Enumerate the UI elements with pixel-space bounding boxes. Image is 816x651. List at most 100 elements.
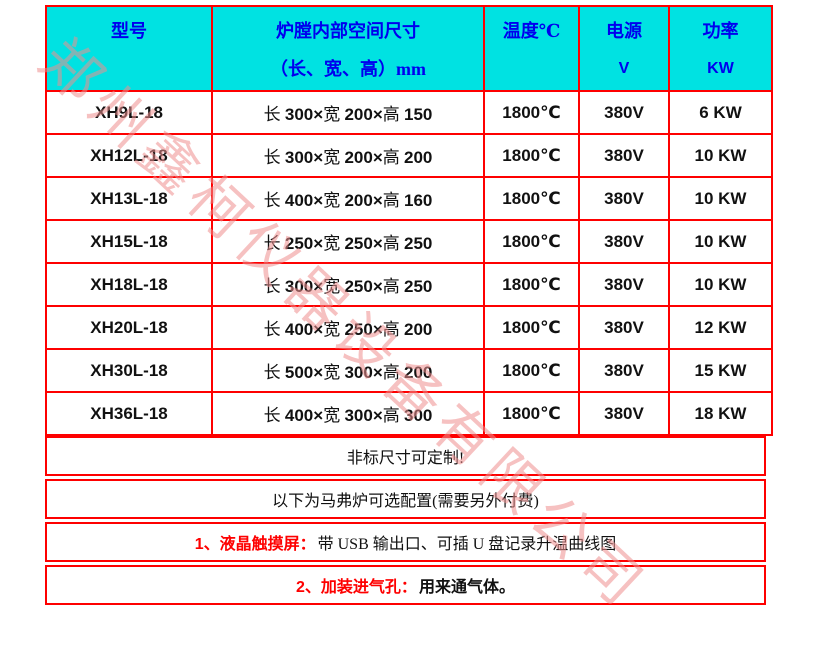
multiply-sign: × — [313, 234, 324, 253]
header-temp-label: 温度℃ — [502, 21, 561, 41]
dim-length-value: 300 — [284, 148, 314, 167]
multiply-sign: × — [372, 277, 383, 296]
note-label: 2、加装进气孔： — [296, 579, 417, 596]
spec-row: XH18L-18 长 300×宽 250×高 250 1800℃ 380V 10 KW — [45, 262, 773, 307]
dim-height-label: 高 — [382, 191, 404, 210]
multiply-sign: × — [372, 363, 383, 382]
multiply-sign: × — [372, 191, 383, 210]
temperature-cell: 1800℃ — [483, 176, 580, 221]
dim-width-label: 宽 — [323, 320, 345, 339]
note-text: 用来通气体。 — [418, 579, 515, 596]
dim-length-label: 长 — [263, 277, 285, 296]
power-cell: 15 KW — [668, 348, 773, 393]
spec-row: XH20L-18 长 400×宽 250×高 200 1800℃ 380V 12 KW — [45, 305, 773, 350]
header-cell-power-supply: 电源 V — [578, 5, 670, 92]
dims-cell: 长 500×宽 300×高 200 — [211, 348, 485, 393]
header-row: 型号 炉膛内部空间尺寸 （长、宽、高）mm 温度℃ 电源 V 功率 KW — [45, 5, 773, 92]
multiply-sign: × — [372, 105, 383, 124]
dim-height-label: 高 — [382, 363, 404, 382]
multiply-sign: × — [313, 105, 324, 124]
note-text: 带 USB 输出口、可插 U 盘记录升温曲线图 — [317, 536, 617, 553]
multiply-sign: × — [313, 363, 324, 382]
voltage-cell: 380V — [578, 219, 670, 264]
note-row: 2、加装进气孔： 用来通气体。 — [45, 565, 766, 605]
dims-cell: 长 300×宽 250×高 250 — [211, 262, 485, 307]
dim-length-value: 400 — [284, 191, 314, 210]
dim-length-value: 300 — [284, 277, 314, 296]
power-cell: 18 KW — [668, 391, 773, 436]
dim-height-value: 200 — [404, 148, 433, 167]
dim-height-value: 150 — [404, 105, 433, 124]
voltage-cell: 380V — [578, 305, 670, 350]
dim-height-value: 250 — [404, 277, 433, 296]
dim-length-value: 250 — [284, 234, 314, 253]
multiply-sign: × — [313, 277, 324, 296]
dim-length-label: 长 — [263, 406, 285, 425]
multiply-sign: × — [313, 148, 324, 167]
dim-width-label: 宽 — [323, 191, 345, 210]
header-power-line2: KW — [707, 60, 734, 77]
multiply-sign: × — [313, 191, 324, 210]
model-cell: XH20L-18 — [45, 305, 213, 350]
dim-width-label: 宽 — [323, 363, 345, 382]
dim-width-value: 300 — [344, 406, 373, 425]
spec-table-header: 型号 炉膛内部空间尺寸 （长、宽、高）mm 温度℃ 电源 V 功率 KW — [45, 5, 773, 92]
power-cell: 10 KW — [668, 176, 773, 221]
note-row: 1、液晶触摸屏：带 USB 输出口、可插 U 盘记录升温曲线图 — [45, 522, 766, 562]
multiply-sign: × — [372, 406, 383, 425]
voltage-cell: 380V — [578, 133, 670, 178]
model-cell: XH30L-18 — [45, 348, 213, 393]
dim-width-label: 宽 — [323, 148, 345, 167]
dim-height-label: 高 — [382, 320, 404, 339]
note-text: 非标尺寸可定制! — [346, 450, 465, 467]
voltage-cell: 380V — [578, 176, 670, 221]
model-cell: XH13L-18 — [45, 176, 213, 221]
power-cell: 10 KW — [668, 133, 773, 178]
dim-height-label: 高 — [382, 148, 404, 167]
header-cell-dimensions: 炉膛内部空间尺寸 （长、宽、高）mm — [211, 5, 485, 92]
spec-row: XH12L-18 长 300×宽 200×高 200 1800℃ 380V 10 KW — [45, 133, 773, 178]
dim-height-value: 200 — [404, 320, 433, 339]
power-cell: 10 KW — [668, 262, 773, 307]
multiply-sign: × — [372, 148, 383, 167]
temperature-cell: 1800℃ — [483, 219, 580, 264]
dim-width-value: 200 — [344, 105, 373, 124]
notes-section: 非标尺寸可定制! 以下为马弗炉可选配置(需要另外付费) 1、液晶触摸屏：带 USB … — [45, 433, 766, 605]
dim-length-label: 长 — [263, 320, 285, 339]
header-supply-line2: V — [618, 60, 630, 77]
dims-cell: 长 300×宽 200×高 200 — [211, 133, 485, 178]
spec-row: XH30L-18 长 500×宽 300×高 200 1800℃ 380V 15 KW — [45, 348, 773, 393]
dim-height-value: 300 — [404, 406, 433, 425]
model-cell: XH36L-18 — [45, 391, 213, 436]
temperature-cell: 1800℃ — [483, 391, 580, 436]
model-cell: XH12L-18 — [45, 133, 213, 178]
dim-length-value: 300 — [284, 105, 314, 124]
multiply-sign: × — [313, 320, 324, 339]
dim-width-label: 宽 — [323, 234, 345, 253]
temperature-cell: 1800℃ — [483, 90, 580, 135]
spec-table-body: XH9L-18 长 300×宽 200×高 150 1800℃ 380V 6 KW XH1… — [45, 90, 773, 436]
power-cell: 12 KW — [668, 305, 773, 350]
dim-height-label: 高 — [382, 277, 404, 296]
multiply-sign: × — [372, 320, 383, 339]
dims-cell: 长 400×宽 250×高 200 — [211, 305, 485, 350]
voltage-cell: 380V — [578, 262, 670, 307]
dim-length-label: 长 — [263, 234, 285, 253]
dim-width-value: 300 — [344, 363, 373, 382]
dim-length-label: 长 — [263, 363, 285, 382]
temperature-cell: 1800℃ — [483, 262, 580, 307]
note-row: 以下为马弗炉可选配置(需要另外付费) — [45, 479, 766, 519]
dim-height-label: 高 — [382, 234, 404, 253]
dim-height-label: 高 — [382, 105, 404, 124]
dim-height-value: 250 — [404, 234, 433, 253]
spec-row: XH36L-18 长 400×宽 300×高 300 1800℃ 380V 18 KW — [45, 391, 773, 436]
voltage-cell: 380V — [578, 391, 670, 436]
temperature-cell: 1800℃ — [483, 133, 580, 178]
voltage-cell: 380V — [578, 90, 670, 135]
power-cell: 10 KW — [668, 219, 773, 264]
header-cell-temperature: 温度℃ — [483, 5, 580, 92]
dim-length-label: 长 — [263, 105, 285, 124]
note-label: 1、液晶触摸屏： — [194, 536, 316, 553]
dim-length-label: 长 — [263, 191, 285, 210]
spec-row: XH13L-18 长 400×宽 200×高 160 1800℃ 380V 10 KW — [45, 176, 773, 221]
